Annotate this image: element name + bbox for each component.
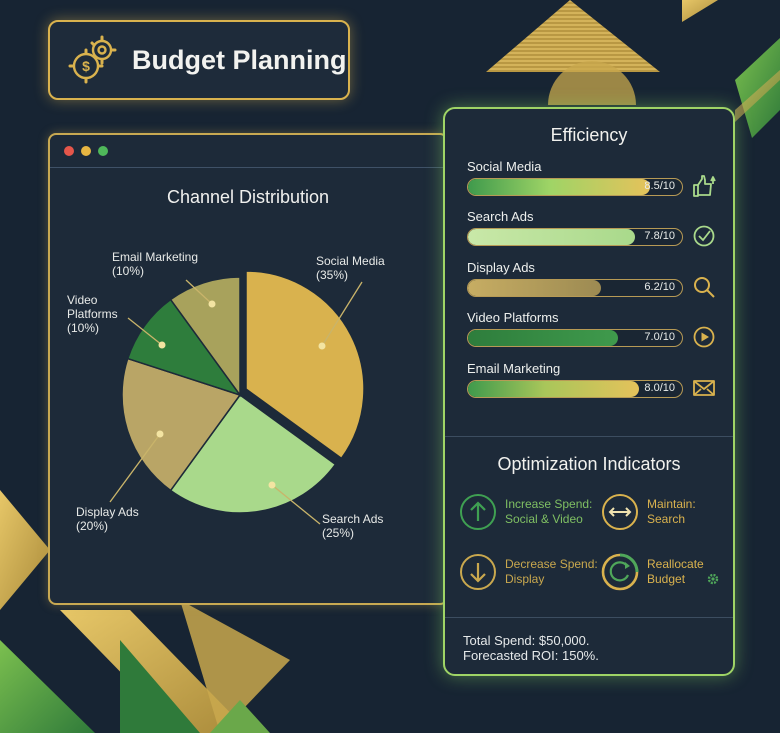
- indicator-increase-spend: Increase Spend: Social & Video: [459, 493, 592, 531]
- efficiency-title: Efficiency: [550, 125, 628, 145]
- efficiency-bar: 6.2/10: [467, 279, 683, 297]
- pie-slice-search-ads: [169, 393, 337, 514]
- indicator-reallocate-text: Reallocate Budget: [647, 557, 704, 586]
- efficiency-bar: 8.0/10: [467, 380, 683, 398]
- efficiency-bar: 7.8/10: [467, 228, 683, 246]
- arrow-down-icon: [460, 554, 496, 590]
- efficiency-label: Video Platforms: [467, 310, 559, 325]
- budget-summary: Total Spend: $50,000. Forecasted ROI: 15…: [463, 633, 599, 663]
- total-spend: Total Spend: $50,000.: [463, 633, 590, 648]
- efficiency-bar: 8.5/10: [467, 178, 683, 196]
- arrows-left-right-icon: [602, 494, 638, 530]
- efficiency-score: 7.0/10: [644, 331, 675, 343]
- efficiency-label: Email Marketing: [467, 361, 561, 376]
- thumbs-up-icon: [693, 175, 716, 197]
- pie-slice-social-media: [245, 270, 365, 460]
- label-search-ads: Search Ads (25%): [322, 512, 384, 540]
- indicator-maintain-text: Maintain: Search: [647, 497, 696, 526]
- panel-divider: [445, 436, 733, 437]
- efficiency-label: Display Ads: [467, 260, 535, 275]
- pie-slice-display-ads: [121, 357, 242, 492]
- close-window-button[interactable]: [64, 146, 74, 156]
- efficiency-row-email: Email Marketing 8.0/10: [467, 361, 725, 398]
- envelope-icon: [693, 380, 715, 396]
- title-card: $ Budget Planning: [48, 20, 350, 100]
- maximize-window-button[interactable]: [98, 146, 108, 156]
- efficiency-score: 8.0/10: [644, 382, 675, 394]
- efficiency-bar-fill: [468, 229, 635, 245]
- optimization-title: Optimization Indicators: [497, 454, 681, 474]
- indicator-decrease-text: Decrease Spend: Display: [505, 557, 598, 586]
- efficiency-bar-fill: [468, 381, 640, 397]
- efficiency-panel: Efficiency Social Media 8.5/10 Search Ad…: [443, 107, 735, 676]
- gear-money-icon: $: [68, 35, 117, 84]
- panel-divider-bottom: [445, 617, 733, 618]
- efficiency-row-video: Video Platforms 7.0/10: [467, 310, 725, 348]
- indicator-reallocate: Reallocate Budget: [601, 553, 720, 591]
- efficiency-label: Social Media: [467, 159, 542, 174]
- efficiency-score: 6.2/10: [644, 281, 675, 293]
- chart-title: Channel Distribution: [166, 187, 330, 207]
- svg-text:$: $: [82, 58, 90, 74]
- label-display-ads: Display Ads (20%): [76, 505, 139, 533]
- efficiency-score: 8.5/10: [644, 180, 675, 192]
- forecasted-roi: Forecasted ROI: 150%.: [463, 648, 599, 663]
- indicator-decrease-spend: Decrease Spend: Display: [459, 553, 598, 591]
- magnifier-icon: [694, 277, 715, 298]
- pie-slice-email-marketing: [169, 276, 241, 398]
- label-email-marketing: Email Marketing (10%): [112, 250, 199, 278]
- label-video-platforms: Video Platforms (10%): [67, 293, 118, 335]
- efficiency-row-display: Display Ads 6.2/10: [467, 260, 725, 298]
- efficiency-bar-fill: [468, 330, 618, 346]
- efficiency-bar: 7.0/10: [467, 329, 683, 347]
- efficiency-row-search: Search Ads 7.8/10: [467, 209, 725, 247]
- efficiency-bar-fill: [468, 280, 601, 296]
- checkmark-icon: [693, 225, 715, 247]
- arrow-up-icon: [460, 494, 496, 530]
- label-social-media: Social Media (35%): [316, 254, 385, 282]
- window-titlebar: [50, 135, 446, 168]
- play-icon: [693, 326, 715, 348]
- gear-icon: [707, 573, 718, 585]
- reallocate-cycle-icon: [601, 553, 639, 591]
- efficiency-score: 7.8/10: [644, 230, 675, 242]
- indicator-maintain: Maintain: Search: [601, 493, 696, 531]
- efficiency-bar-fill: [468, 179, 650, 195]
- indicator-increase-text: Increase Spend: Social & Video: [505, 497, 593, 526]
- efficiency-row-social: Social Media 8.5/10: [467, 159, 725, 197]
- pie-slice-video-platforms: [126, 298, 242, 397]
- app-title: Budget Planning: [132, 44, 347, 75]
- efficiency-label: Search Ads: [467, 209, 534, 224]
- minimize-window-button[interactable]: [81, 146, 91, 156]
